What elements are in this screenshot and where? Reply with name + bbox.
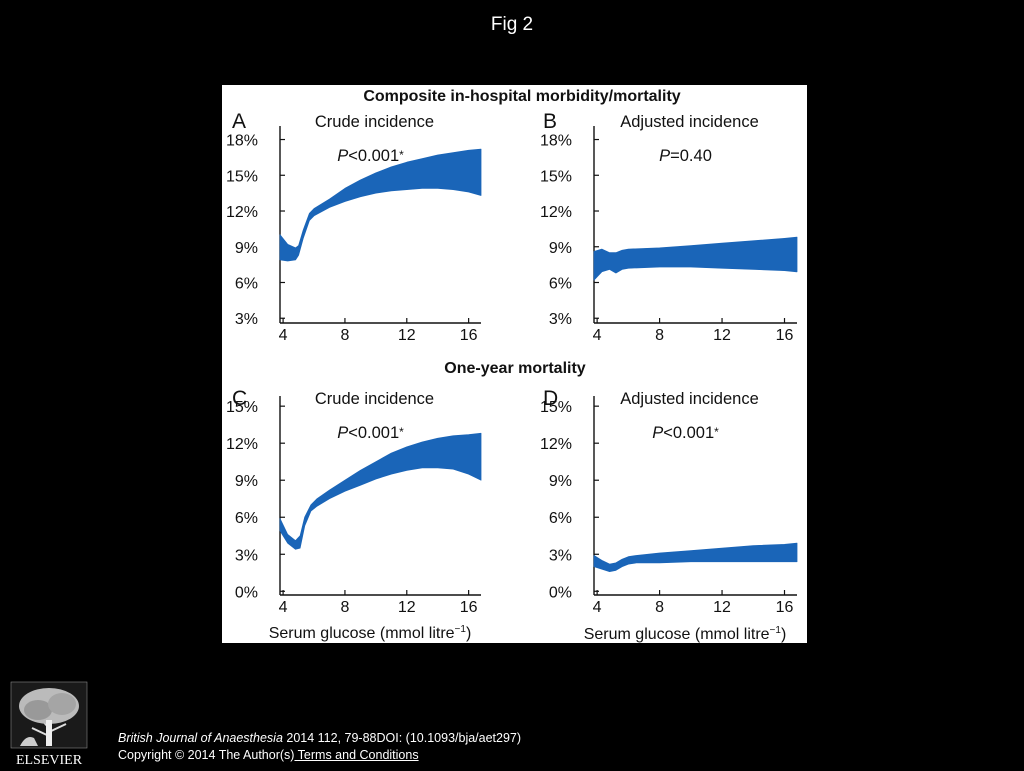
panel-b-p-value-text: =0.40 <box>670 147 712 165</box>
elsevier-tree-icon: ELSEVIER <box>10 681 88 768</box>
panel-c-x-tick-label: 16 <box>460 599 478 616</box>
panel-d-title: Adjusted incidence <box>620 390 759 408</box>
section-title-composite: Composite in-hospital morbidity/mortalit… <box>363 88 680 105</box>
panel-a-x-tick-label: 16 <box>460 327 478 344</box>
x-axis-label-sup: −1 <box>455 624 467 635</box>
panel-b-title: Adjusted incidence <box>620 113 759 131</box>
panel-d-y-tick-label: 3% <box>549 547 572 564</box>
elsevier-logo: ELSEVIER <box>8 680 90 768</box>
panel-b-x-tick-label: 16 <box>776 327 794 344</box>
panel-b-y-tick-label: 15% <box>540 168 572 185</box>
elsevier-wordmark: ELSEVIER <box>16 753 83 766</box>
panel-c-x-tick-label: 4 <box>279 599 288 616</box>
panel-b-y-tick-label: 6% <box>549 275 572 292</box>
panel-a-y-tick-label: 6% <box>235 275 258 292</box>
panel-b-p-value-letter: P <box>659 147 670 165</box>
panel-d-y-tick-label: 9% <box>549 473 572 490</box>
panel-d-p-value-letter: P <box>652 424 663 442</box>
panel-c-y-tick-label: 15% <box>226 399 258 416</box>
x-axis-label-right: Serum glucose (mmol litre−1) <box>584 625 787 643</box>
panel-a-letter: A <box>232 110 246 133</box>
panel-d-letter: D <box>543 387 558 410</box>
panel-c-y-tick-label: 0% <box>235 584 258 601</box>
citation-line: British Journal of Anaesthesia 2014 112,… <box>118 730 521 747</box>
panel-a-p-value: P<0.001* <box>337 147 404 165</box>
panel-c-y-tick-label: 3% <box>235 547 258 564</box>
panel-a-x-tick-label: 12 <box>398 327 416 344</box>
panel-d-x-tick-label: 16 <box>776 599 794 616</box>
panel-d-x-tick-label: 12 <box>713 599 731 616</box>
panel-c-x-tick-label: 8 <box>340 599 349 616</box>
panel-a-y-tick-label: 9% <box>235 240 258 257</box>
panel-d-y-tick-label: 0% <box>549 584 572 601</box>
x-axis-label-sup: −1 <box>770 625 782 636</box>
panel-a: A Crude incidence P<0.001* 3% 6% 9% 12% 15% 18% 4… <box>226 110 482 344</box>
panel-b-p-value: P=0.40 <box>659 147 712 165</box>
panel-a-p-value-text: <0.001 <box>348 147 399 165</box>
panel-d: D Adjusted incidence P<0.001* 0% 3% 6% 9% 12% 15… <box>540 387 798 616</box>
panel-a-p-value-letter: P <box>337 147 348 165</box>
panel-a-y-tick-label: 18% <box>226 133 258 150</box>
panel-c-y-tick-label: 9% <box>235 473 258 490</box>
citation-details: 2014 112, 79-88DOI: (10.1093/bja/aet297) <box>282 731 522 745</box>
panel-c-p-value: P<0.001* <box>337 424 404 442</box>
panel-b: B Adjusted incidence P=0.40 3% 6% 9% 12% 15% 18%… <box>540 110 798 344</box>
x-axis-label-close: ) <box>781 626 786 643</box>
panel-c-confidence-band <box>279 432 482 550</box>
panel-a-y-tick-label: 3% <box>235 311 258 328</box>
panel-c-letter: C <box>232 387 247 410</box>
panel-d-y-tick-label: 6% <box>549 510 572 527</box>
terms-and-conditions-link[interactable]: Terms and Conditions <box>294 748 419 762</box>
panel-b-x-tick-label: 12 <box>713 327 731 344</box>
panel-b-x-tick-label: 8 <box>655 327 664 344</box>
panel-a-confidence-band <box>279 148 482 262</box>
panel-d-x-tick-label: 8 <box>655 599 664 616</box>
panel-b-y-tick-label: 12% <box>540 204 572 221</box>
panel-a-y-tick-label: 15% <box>226 168 258 185</box>
panel-b-y-tick-label: 3% <box>549 311 572 328</box>
panel-a-title: Crude incidence <box>315 113 434 131</box>
panel-c-x-tick-label: 12 <box>398 599 416 616</box>
panel-d-confidence-band <box>593 542 798 572</box>
journal-name: British Journal of Anaesthesia <box>118 731 283 745</box>
x-axis-label-text: Serum glucose (mmol litre <box>584 626 770 643</box>
panel-a-significance-mark: * <box>399 148 404 162</box>
slide-title: Fig 2 <box>490 14 534 35</box>
figure-canvas: Composite in-hospital morbidity/mortalit… <box>222 85 807 643</box>
panel-c-y-tick-label: 6% <box>235 510 258 527</box>
x-axis-label-close: ) <box>466 625 471 642</box>
panel-c-p-value-text: <0.001 <box>348 424 399 442</box>
panel-c: C Crude incidence P<0.001* 0% 3% 6% 9% 12% 15% 4 8… <box>226 387 482 616</box>
panel-d-p-value: P<0.001* <box>652 424 719 442</box>
panel-a-x-tick-label: 8 <box>340 327 349 344</box>
panel-c-p-value-letter: P <box>337 424 348 442</box>
copyright-line: Copyright © 2014 The Author(s) Terms and… <box>118 747 521 764</box>
panel-c-significance-mark: * <box>399 425 404 439</box>
section-title-one-year: One-year mortality <box>444 360 585 377</box>
figure: Composite in-hospital morbidity/mortalit… <box>222 85 807 643</box>
panel-d-significance-mark: * <box>714 425 719 439</box>
panel-d-y-tick-label: 15% <box>540 399 572 416</box>
panel-b-y-tick-label: 18% <box>540 133 572 150</box>
panel-d-x-tick-label: 4 <box>593 599 602 616</box>
panel-d-p-value-text: <0.001 <box>663 424 714 442</box>
panel-c-title: Crude incidence <box>315 390 434 408</box>
panel-d-y-tick-label: 12% <box>540 436 572 453</box>
panel-a-x-tick-label: 4 <box>279 327 288 344</box>
citation-block: British Journal of Anaesthesia 2014 112,… <box>118 730 521 764</box>
panel-b-y-tick-label: 9% <box>549 240 572 257</box>
x-axis-label-text: Serum glucose (mmol litre <box>269 625 455 642</box>
panel-b-confidence-band <box>593 236 798 281</box>
copyright-text: Copyright © 2014 The Author(s) <box>118 748 295 762</box>
panel-c-y-tick-label: 12% <box>226 436 258 453</box>
panel-a-y-tick-label: 12% <box>226 204 258 221</box>
panel-b-x-tick-label: 4 <box>593 327 602 344</box>
panel-b-letter: B <box>543 110 557 133</box>
x-axis-label-left: Serum glucose (mmol litre−1) <box>269 624 472 642</box>
